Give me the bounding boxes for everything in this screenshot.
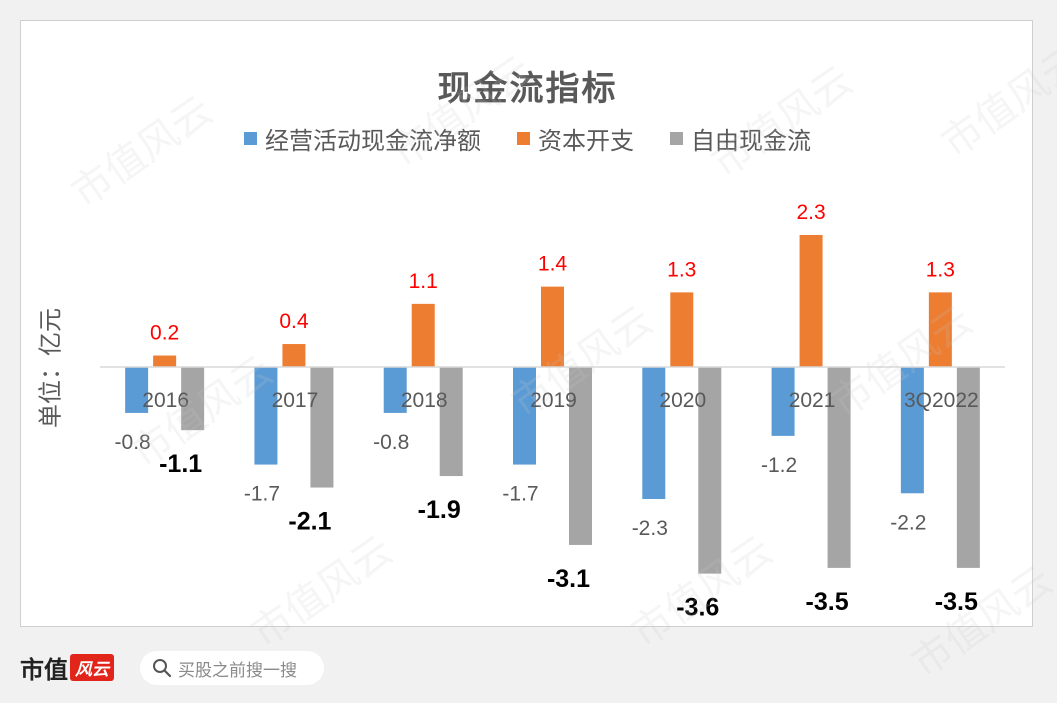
data-label-fcf: -2.1 [288,508,331,536]
legend-item-capex: 资本开支 [517,121,634,156]
data-label-fcf: -3.6 [676,594,719,622]
search-box[interactable]: 买股之前搜一搜 [140,651,324,685]
bar-capex [928,292,952,367]
bar-capex [541,286,564,367]
data-label-capex: 1.3 [667,258,696,281]
data-label-operating: -0.8 [115,431,151,454]
data-label-fcf: -3.5 [806,588,849,616]
x-tick-label: 3Q2022 [904,389,979,412]
chart-card: 现金流指标 经营活动现金流净额 资本开支 自由现金流 [20,20,1033,627]
data-label-fcf: -3.1 [547,565,590,593]
bar-operating [771,367,795,436]
bar-operating [383,367,407,413]
bar-capex [799,234,823,367]
bar-capex [670,292,694,367]
x-tick-label: 2020 [659,389,706,412]
bar-fcf [439,367,463,477]
brand-name: 市值 [20,655,68,684]
bar-fcf [569,367,592,545]
bar-fcf [698,367,722,574]
chart-title: 现金流指标 [437,69,618,109]
data-label-capex: 1.4 [538,253,568,276]
bar-fcf [827,367,851,568]
data-label-capex: 0.4 [279,310,309,333]
legend-label-fcf: 自由现金流 [691,127,811,155]
bar-operating [125,367,149,413]
bar-fcf [181,367,205,431]
data-label-capex: 2.3 [796,201,825,224]
x-tick-label: 2019 [530,389,577,412]
data-label-fcf: -1.1 [159,450,202,478]
legend-label-capex: 资本开支 [538,127,634,155]
legend: 经营活动现金流净额 资本开支 自由现金流 [21,121,1034,156]
data-label-fcf: -1.9 [418,496,461,524]
data-label-operating: -1.2 [761,454,797,477]
legend-item-operating: 经营活动现金流净额 [244,121,481,156]
data-label-fcf: -3.5 [935,588,978,616]
bar-capex [153,355,177,367]
brand-logo[interactable]: 市值 风云 [20,650,114,685]
bar-capex [282,344,306,367]
x-tick-label: 2021 [789,389,836,412]
bar-operating [254,367,278,465]
x-tick-label: 2016 [142,389,189,412]
data-label-operating: -0.8 [373,431,409,454]
search-placeholder: 买股之前搜一搜 [178,660,297,681]
footer-bar: 市值 风云 买股之前搜一搜 [0,640,1057,703]
data-label-operating: -1.7 [244,483,280,506]
bar-fcf [310,367,334,488]
brand-mark: 风云 [70,654,114,681]
data-label-capex: 0.2 [150,322,179,345]
bar-operating [642,367,666,500]
bar-operating [900,367,924,494]
bar-operating [513,367,536,465]
bar-chart: 2016 -0.8 0.2 -1.1 2017 -1.7 0.4 -2.1 2018 -0.8 1.… [100,201,1005,622]
bar-fcf [956,367,980,568]
legend-swatch-capex [517,132,530,145]
legend-swatch-operating [244,132,257,145]
data-label-operating: -2.2 [890,511,926,534]
bar-capex [411,303,435,367]
legend-item-fcf: 自由现金流 [670,121,811,156]
data-label-operating: -2.3 [632,517,668,540]
x-tick-label: 2018 [401,389,448,412]
x-tick-label: 2017 [272,389,319,412]
search-icon [153,659,172,678]
data-label-operating: -1.7 [502,483,538,506]
legend-label-operating: 经营活动现金流净额 [265,127,481,155]
data-label-capex: 1.1 [409,270,438,293]
data-label-capex: 1.3 [926,258,955,281]
legend-swatch-fcf [670,132,683,145]
